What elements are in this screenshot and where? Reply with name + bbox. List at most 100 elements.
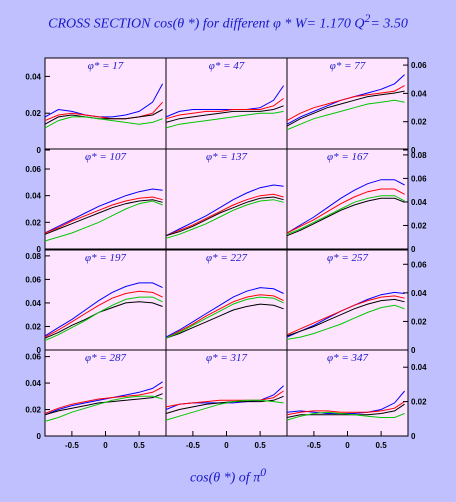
col-3-x-ticklabel-1: 0 xyxy=(345,441,350,450)
panel-6-series-3 xyxy=(286,197,405,237)
panel-2-series-3 xyxy=(165,105,284,123)
row-4-right-ticklabel-0: 0 xyxy=(411,432,416,441)
row-2-left-ticklabel-1: 0.02 xyxy=(25,218,41,227)
chart-title: CROSS SECTION cos(θ *) for different φ *… xyxy=(0,12,456,33)
panel-1-label: φ* = 17 xyxy=(88,60,124,72)
panel-7-series-2 xyxy=(44,290,163,338)
col-2-x-ticklabel-2: 0.5 xyxy=(255,441,267,450)
chart-title-q2-value: = 3.50 xyxy=(370,16,408,32)
row-3-left-ticklabel-0: 0 xyxy=(37,346,42,355)
panel-2-series-2 xyxy=(165,98,284,120)
row-3-left-ticklabel-2: 0.04 xyxy=(25,299,41,308)
row-2-right-ticklabel-0: 0 xyxy=(411,245,416,254)
row-1-left-ticklabel-0: 0 xyxy=(37,146,42,155)
row-4-left-ticklabel-0: 0 xyxy=(37,432,42,441)
panel-9-label: φ* = 257 xyxy=(327,252,369,264)
x-axis-title-sup: 0 xyxy=(260,466,267,479)
row-1-right-ticklabel-2: 0.04 xyxy=(411,89,427,98)
row-4-right-ticklabel-1: 0.02 xyxy=(411,398,427,407)
panel-10-series-2 xyxy=(44,386,163,414)
x-axis-title-text: cos(θ *) of π xyxy=(189,470,261,486)
panel-8-series-2 xyxy=(165,294,284,339)
panel-6-series-2 xyxy=(286,188,405,234)
panel-4-series-4 xyxy=(44,200,163,242)
panel-5-series-2 xyxy=(165,193,284,237)
panel-5-series-1 xyxy=(165,184,284,237)
row-3-right-ticklabel-2: 0.04 xyxy=(411,289,427,298)
panel-2-series-1 xyxy=(165,85,285,118)
row-2-left-ticklabel-2: 0.04 xyxy=(25,192,41,201)
panel-12-frame xyxy=(286,349,409,437)
row-4-left-ticklabel-1: 0.02 xyxy=(25,406,41,415)
panel-12-series-4 xyxy=(286,411,405,421)
panel-10-series-1 xyxy=(44,381,163,416)
panel-9-series-3 xyxy=(286,298,405,337)
panel-3-series-3 xyxy=(286,90,405,127)
panel-1-series-4 xyxy=(44,116,163,129)
panel-1-series-2 xyxy=(44,101,163,122)
panel-9-series-4 xyxy=(286,304,405,340)
panel-3-series-4 xyxy=(286,99,405,131)
panel-6-label: φ* = 167 xyxy=(327,151,369,163)
panel-10-frame xyxy=(44,349,167,437)
row-1-right-ticklabel-0: 0 xyxy=(411,146,416,155)
row-3-right-ticklabel-1: 0.02 xyxy=(411,317,427,326)
panel-7-series-1 xyxy=(44,282,163,337)
panel-12-label: φ* = 347 xyxy=(327,352,369,364)
panel-11-series-4 xyxy=(165,399,284,421)
col-2-x-ticklabel-1: 0 xyxy=(224,441,229,450)
row-2-right-ticklabel-4: 0.08 xyxy=(411,151,427,160)
panel-10-label: φ* = 287 xyxy=(85,352,127,364)
panel-1-series-1 xyxy=(44,83,164,118)
panel-7-frame xyxy=(44,249,167,351)
panel-1-series-3 xyxy=(44,109,163,125)
panel-6-frame xyxy=(286,148,409,250)
row-2-left-ticklabel-0: 0 xyxy=(37,245,42,254)
panel-6-series-1 xyxy=(286,179,405,234)
panel-2-series-4 xyxy=(165,110,284,129)
row-1-left-ticklabel-1: 0.02 xyxy=(25,109,41,118)
panel-12-series-2 xyxy=(286,401,405,416)
panel-1-frame xyxy=(44,57,167,151)
row-4-right-ticklabel-2: 0.04 xyxy=(411,363,427,372)
panel-5-series-4 xyxy=(165,199,284,239)
panel-10-series-4 xyxy=(44,395,163,422)
row-4-left-ticklabel-3: 0.06 xyxy=(25,353,41,362)
panel-3-label: φ* = 77 xyxy=(330,60,366,72)
panel-5-label: φ* = 137 xyxy=(206,151,248,163)
panel-8-frame xyxy=(165,249,288,351)
panel-8-label: φ* = 227 xyxy=(206,252,248,264)
col-3-x-ticklabel-0: -0.5 xyxy=(307,441,321,450)
panel-5-series-3 xyxy=(165,196,284,237)
row-3-right-ticklabel-0: 0 xyxy=(411,346,416,355)
panel-7-series-4 xyxy=(44,296,163,342)
col-3-x-ticklabel-2: 0.5 xyxy=(376,441,388,450)
panel-4-series-1 xyxy=(44,188,163,234)
panel-4-label: φ* = 107 xyxy=(85,151,127,163)
panel-2-label: φ* = 47 xyxy=(209,60,245,72)
col-1-x-ticklabel-0: -0.5 xyxy=(65,441,79,450)
panel-7-series-3 xyxy=(44,301,163,339)
panel-3-series-2 xyxy=(286,85,405,122)
panel-8-series-3 xyxy=(165,303,284,339)
panel-8-series-1 xyxy=(165,287,284,338)
row-1-left-ticklabel-2: 0.04 xyxy=(25,72,41,81)
col-1-x-ticklabel-1: 0 xyxy=(103,441,108,450)
panel-4-frame xyxy=(44,148,167,250)
panel-11-series-2 xyxy=(165,390,284,408)
panel-11-frame xyxy=(165,349,288,437)
col-2-x-ticklabel-0: -0.5 xyxy=(186,441,200,450)
row-3-left-ticklabel-1: 0.02 xyxy=(25,322,41,331)
x-axis-title: cos(θ *) of π0 xyxy=(0,466,456,487)
row-3-left-ticklabel-4: 0.08 xyxy=(25,252,41,261)
panel-8-series-4 xyxy=(165,296,284,339)
row-2-right-ticklabel-1: 0.02 xyxy=(411,221,427,230)
chart-title-q2-sup: 2 xyxy=(364,12,371,25)
row-2-left-ticklabel-3: 0.06 xyxy=(25,165,41,174)
row-3-left-ticklabel-3: 0.06 xyxy=(25,275,41,284)
row-3-right-ticklabel-3: 0.06 xyxy=(411,260,427,269)
row-2-right-ticklabel-3: 0.06 xyxy=(411,174,427,183)
panel-11-label: φ* = 317 xyxy=(206,352,248,364)
row-1-right-ticklabel-3: 0.06 xyxy=(411,61,427,70)
